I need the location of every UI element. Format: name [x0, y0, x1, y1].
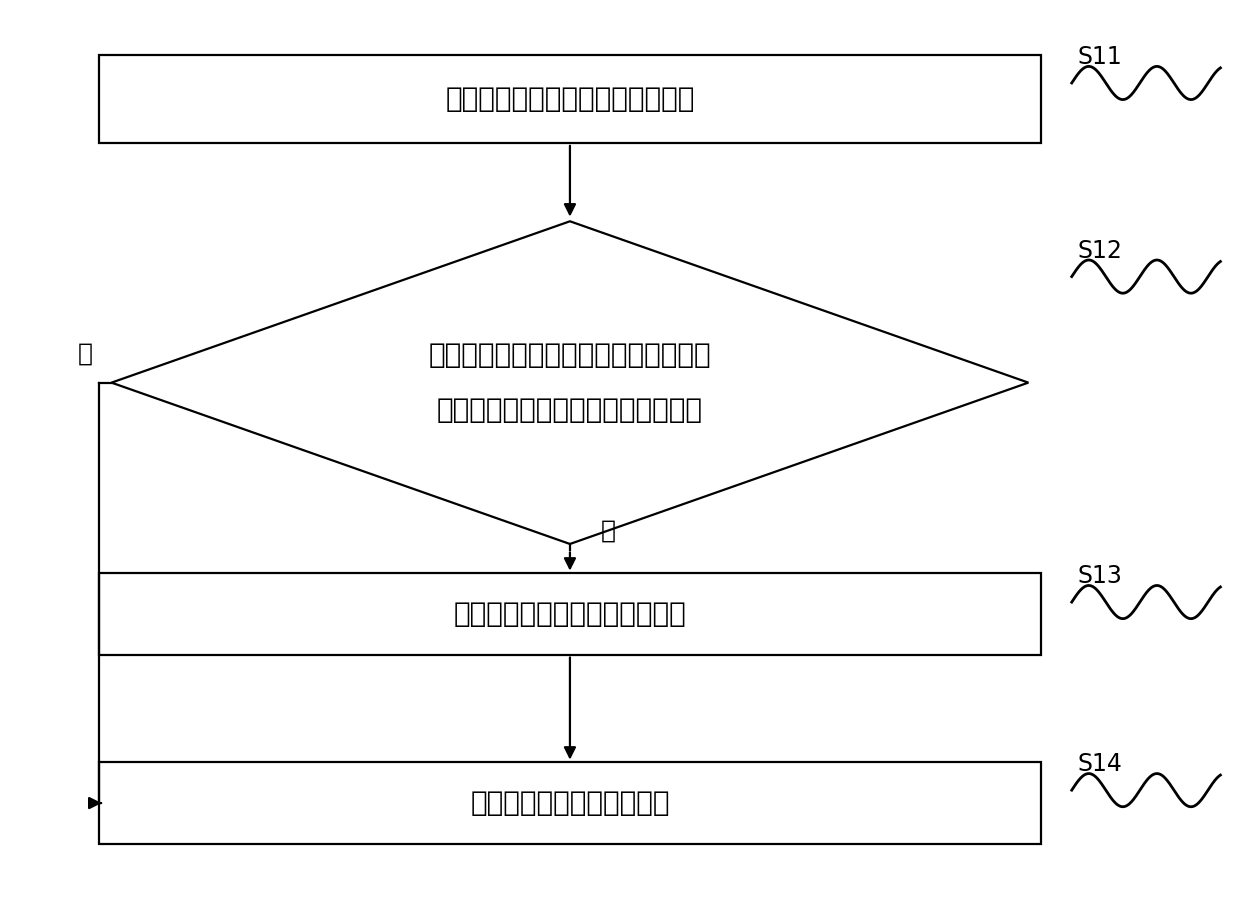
- Text: S11: S11: [1078, 45, 1123, 69]
- Bar: [99, 573, 1041, 655]
- Text: 从基线环境中调用目标应用: 从基线环境中调用目标应用: [470, 789, 670, 817]
- Text: 是: 是: [601, 519, 616, 543]
- Text: S13: S13: [1078, 564, 1123, 588]
- Polygon shape: [112, 221, 1028, 544]
- Text: 从项目环境应用中调用目标应用: 从项目环境应用中调用目标应用: [453, 600, 686, 628]
- Text: 否: 否: [78, 342, 93, 366]
- Text: 称中存在与目标应用相同的应用名称: 称中存在与目标应用相同的应用名称: [437, 396, 703, 424]
- Text: S12: S12: [1078, 239, 1123, 263]
- Bar: [99, 55, 1041, 143]
- Text: 与测试环境标签存在映射关系的应用名: 与测试环境标签存在映射关系的应用名: [429, 341, 711, 369]
- Text: 接收调用请求，获取测试环境标签: 接收调用请求，获取测试环境标签: [445, 85, 695, 113]
- Bar: [99, 762, 1041, 844]
- Text: S14: S14: [1078, 752, 1123, 776]
